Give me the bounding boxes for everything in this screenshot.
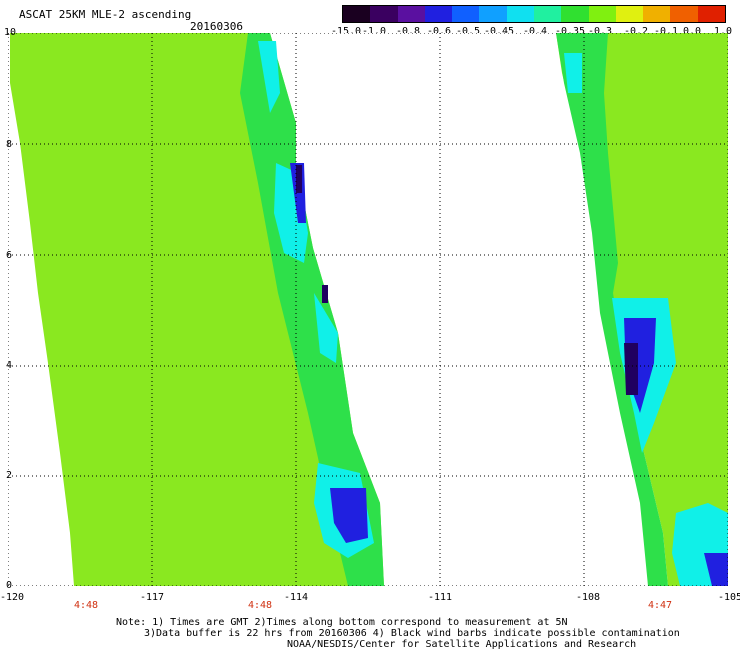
- left-swath-cyan-top: [258, 41, 280, 113]
- colorbar-label: -0.3: [587, 26, 613, 37]
- colorbar-label: -0.4: [522, 26, 548, 37]
- colorbar-label: -0.35: [554, 26, 586, 37]
- colorbar-segment: [506, 6, 534, 22]
- right-swath-edge: [556, 33, 668, 586]
- latitude-label: 8: [6, 139, 13, 150]
- latitude-label: 0: [6, 580, 13, 591]
- note-line-3: NOAA/NESDIS/Center for Satellite Applica…: [287, 639, 637, 650]
- colorbar-segment: [397, 6, 425, 22]
- colorbar-segment: [643, 6, 671, 22]
- colorbar-segment: [533, 6, 562, 22]
- latitude-label: 2: [6, 470, 13, 481]
- latitude-label: 6: [6, 250, 13, 261]
- pass-time-label: 4:47: [647, 600, 673, 611]
- longitude-label: -108: [575, 592, 601, 603]
- product-title: ASCAT 25KM MLE-2 ascending: [19, 8, 192, 21]
- colorbar-segment: [615, 6, 644, 22]
- colorbar-segment: [479, 6, 507, 22]
- note-line-1: Note: 1) Times are GMT 2)Times along bot…: [116, 617, 568, 628]
- swath-map: [8, 33, 728, 586]
- latitude-label: 4: [6, 360, 13, 371]
- longitude-label: -114: [283, 592, 309, 603]
- colorbar-label: 1.0: [713, 26, 733, 37]
- left-swath-dark-top: [296, 165, 302, 193]
- colorbar-segment: [424, 6, 453, 22]
- colorbar-label: -0.8: [395, 26, 421, 37]
- colorbar-segment: [588, 6, 616, 22]
- latitude-label: 10: [4, 27, 17, 38]
- colorbar-segment: [452, 6, 480, 22]
- colorbar-label: -0.1: [653, 26, 679, 37]
- colorbar-label: -0.45: [483, 26, 515, 37]
- longitude-label: -111: [427, 592, 453, 603]
- colorbar-label: -15.0: [330, 26, 362, 37]
- colorbar-segment: [343, 6, 371, 22]
- pass-time-label: 4:48: [73, 600, 99, 611]
- right-swath-dark: [624, 343, 638, 395]
- colorbar: [342, 5, 726, 23]
- note-line-2: 3)Data buffer is 22 hrs from 20160306 4)…: [144, 628, 680, 639]
- colorbar-segment: [670, 6, 698, 22]
- right-swath-cyan-top: [564, 53, 582, 93]
- longitude-label: -120: [0, 592, 25, 603]
- longitude-label: -105: [717, 592, 740, 603]
- colorbar-label: -0.6: [426, 26, 452, 37]
- colorbar-segment: [561, 6, 589, 22]
- colorbar-labels: -15.0 -1.0 -0.8 -0.6 -0.5 -0.45 -0.4 -0.35 -0.3-…: [330, 26, 733, 40]
- colorbar-segment: [697, 6, 725, 22]
- left-swath-blue-bottom: [330, 488, 368, 543]
- colorbar-label: 0.0: [682, 26, 702, 37]
- right-swath-blue-bottom: [704, 553, 728, 586]
- colorbar-label: -1.0: [361, 26, 387, 37]
- colorbar-label: -0.5: [455, 26, 481, 37]
- colorbar-segment: [370, 6, 398, 22]
- left-swath-cyan-low: [314, 293, 338, 363]
- longitude-label: -117: [139, 592, 165, 603]
- colorbar-label: -0.2: [623, 26, 649, 37]
- product-date: 20160306: [190, 20, 243, 33]
- pass-time-label: 4:48: [247, 600, 273, 611]
- left-swath-dark-mid: [322, 285, 328, 303]
